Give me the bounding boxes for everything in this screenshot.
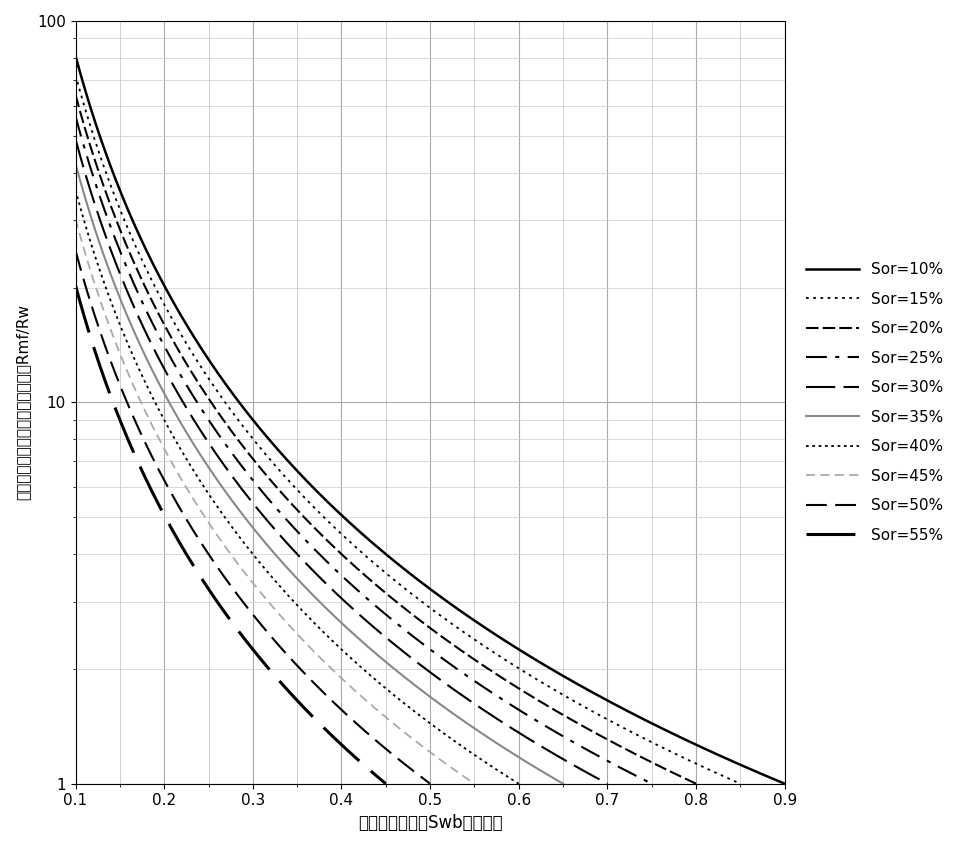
Y-axis label: 泥浆电阔率与地层水电阔率比数，Rmf/Rw: 泥浆电阔率与地层水电阔率比数，Rmf/Rw xyxy=(15,304,30,501)
X-axis label: 束缚水饱和度，Swb（小数）: 束缚水饱和度，Swb（小数） xyxy=(358,814,503,832)
Legend: Sor=10%, Sor=15%, Sor=20%, Sor=25%, Sor=30%, Sor=35%, Sor=40%, Sor=45%, Sor=50%,: Sor=10%, Sor=15%, Sor=20%, Sor=25%, Sor=… xyxy=(799,256,950,549)
